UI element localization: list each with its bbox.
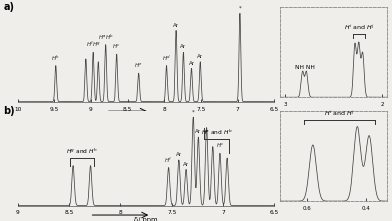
Text: $H^h$: $H^h$ (51, 53, 60, 63)
Text: $H^f$: $H^f$ (164, 155, 173, 165)
Text: $H^e$: $H^e$ (134, 62, 143, 70)
Text: *: * (239, 6, 241, 10)
Text: $H^fH^g$: $H^fH^g$ (86, 40, 101, 49)
Text: $H^aH^b$: $H^aH^b$ (98, 32, 114, 42)
Text: Ar: Ar (189, 61, 194, 66)
X-axis label: δ/ ppm: δ/ ppm (134, 217, 158, 221)
Text: Ar: Ar (180, 44, 187, 49)
Text: Ar: Ar (176, 152, 182, 157)
Text: $H^d$: $H^d$ (162, 53, 171, 63)
X-axis label: δ/ ppm: δ/ ppm (134, 113, 158, 119)
Text: Ar: Ar (173, 23, 179, 28)
Text: $H^i$ and $H^j$: $H^i$ and $H^j$ (324, 109, 355, 118)
Text: $H^g$ and $H^h$: $H^g$ and $H^h$ (66, 147, 98, 156)
Text: Ar: Ar (197, 54, 203, 59)
Text: $H^c$: $H^c$ (113, 43, 121, 51)
Text: $H^a$ and $H^b$: $H^a$ and $H^b$ (201, 128, 232, 137)
Text: a): a) (4, 2, 15, 12)
Text: $H^c$: $H^c$ (216, 142, 224, 151)
Text: Ar: Ar (195, 129, 201, 134)
Text: NH NH: NH NH (294, 65, 314, 70)
Text: Ar: Ar (183, 162, 189, 167)
Text: b): b) (4, 106, 15, 116)
Text: *: * (192, 109, 195, 114)
Text: $H^i$ and $H^j$: $H^i$ and $H^j$ (343, 23, 374, 32)
